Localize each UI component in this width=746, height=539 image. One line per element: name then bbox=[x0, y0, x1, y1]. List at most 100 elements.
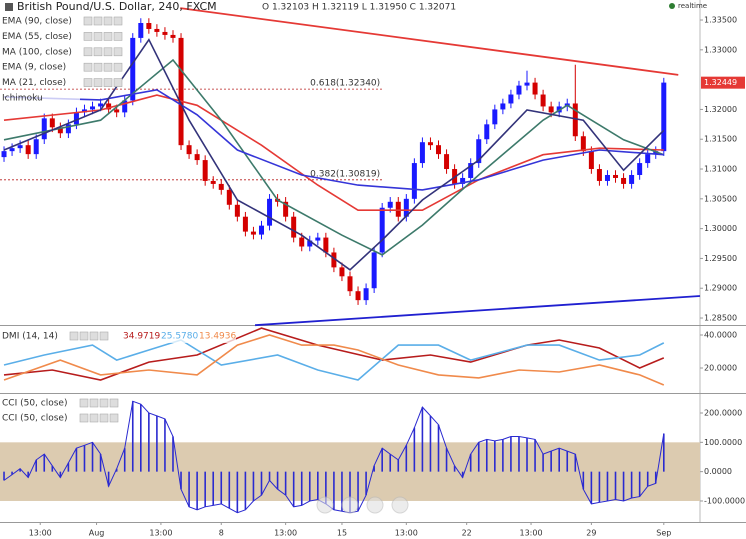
y-tick-label: 1.30500 bbox=[704, 194, 737, 203]
candle-body bbox=[540, 94, 546, 107]
panel bbox=[0, 18, 667, 305]
legend-icon[interactable] bbox=[79, 331, 89, 341]
legend-icon[interactable] bbox=[103, 16, 113, 26]
candle-body bbox=[218, 183, 224, 190]
candle-body bbox=[411, 163, 417, 199]
legend-bg bbox=[0, 30, 80, 43]
candle-body bbox=[460, 177, 466, 184]
status-text: realtime bbox=[678, 2, 707, 10]
candle-body bbox=[41, 118, 47, 140]
candle-body bbox=[154, 28, 160, 32]
legend-icon[interactable] bbox=[79, 398, 89, 408]
candle-body bbox=[331, 252, 337, 268]
y-tick-label: 1.29000 bbox=[704, 284, 737, 293]
legend-icon[interactable] bbox=[83, 47, 93, 57]
legend-icon[interactable] bbox=[93, 62, 103, 72]
candle-body bbox=[267, 198, 273, 226]
legend-icon[interactable] bbox=[113, 47, 123, 57]
legend-icon[interactable] bbox=[99, 398, 109, 408]
legend-icon[interactable] bbox=[83, 16, 93, 26]
candle-body bbox=[98, 103, 104, 107]
candle-body bbox=[613, 174, 619, 178]
legend-icon[interactable] bbox=[99, 331, 109, 341]
candle-body bbox=[637, 163, 643, 175]
candle-body bbox=[242, 216, 248, 232]
y-tick-label: 200.0000 bbox=[704, 409, 742, 418]
indicator-line bbox=[3, 94, 664, 211]
candle-body bbox=[588, 151, 594, 170]
x-tick-label: Sep bbox=[656, 529, 671, 538]
scroll-left-button[interactable] bbox=[341, 496, 359, 514]
legend-icon[interactable] bbox=[113, 16, 123, 26]
legend-icon[interactable] bbox=[93, 47, 103, 57]
candle-body bbox=[516, 85, 522, 95]
cci-line bbox=[3, 400, 665, 514]
legend-bg bbox=[0, 412, 78, 424]
legend-entry: DMI (14, 14) bbox=[2, 332, 58, 342]
zoom-controls bbox=[316, 496, 409, 514]
candle-body bbox=[629, 174, 635, 184]
candle-body bbox=[621, 177, 627, 184]
legend-icon[interactable] bbox=[103, 32, 113, 41]
indicator-line bbox=[3, 88, 664, 191]
candle-body bbox=[604, 174, 610, 181]
legend-icon[interactable] bbox=[83, 32, 93, 41]
candle-body bbox=[65, 124, 71, 134]
x-tick-label: Aug bbox=[89, 529, 105, 538]
fib-label: 0.618(1.32340) bbox=[310, 79, 380, 89]
legend-icon[interactable] bbox=[79, 413, 89, 423]
legend-icon[interactable] bbox=[93, 32, 103, 41]
candle-body bbox=[419, 142, 425, 164]
legend-icon[interactable] bbox=[103, 78, 113, 87]
candle-body bbox=[468, 163, 474, 178]
legend-entry: EMA (55, close) bbox=[2, 32, 72, 42]
candle-body bbox=[645, 154, 651, 164]
candle-body bbox=[57, 127, 63, 134]
legend-icon[interactable] bbox=[103, 62, 113, 72]
candle-body bbox=[114, 109, 120, 113]
zoom-out-button[interactable] bbox=[316, 496, 334, 514]
reset-button[interactable] bbox=[366, 496, 384, 514]
x-tick-label: 8 bbox=[219, 529, 224, 538]
trendline bbox=[180, 7, 679, 76]
candle-body bbox=[90, 106, 96, 110]
legend-icon[interactable] bbox=[89, 331, 99, 341]
legend-icon[interactable] bbox=[69, 331, 79, 341]
candle-body bbox=[250, 231, 256, 235]
legend-icon[interactable] bbox=[109, 413, 119, 423]
y-tick-label: 1.30000 bbox=[704, 224, 737, 233]
legend-entry: EMA (9, close) bbox=[2, 63, 66, 73]
candle-body bbox=[524, 82, 530, 86]
y-tick-label: 0.0000 bbox=[704, 467, 732, 476]
candle-body bbox=[17, 145, 23, 149]
legend-icon[interactable] bbox=[89, 398, 99, 408]
legend-bg bbox=[0, 61, 80, 74]
legend-icon[interactable] bbox=[83, 62, 93, 72]
legend-entry: CCI (50, close) bbox=[2, 399, 67, 409]
legend-icon[interactable] bbox=[103, 47, 113, 57]
candle-body bbox=[484, 124, 490, 140]
x-tick-label: 13:00 bbox=[274, 529, 297, 538]
legend-icon[interactable] bbox=[109, 398, 119, 408]
menu-icon[interactable] bbox=[5, 3, 13, 11]
legend-icon[interactable] bbox=[93, 78, 103, 87]
legend-icon[interactable] bbox=[113, 62, 123, 72]
candle-body bbox=[307, 240, 313, 247]
candle-body bbox=[355, 291, 361, 301]
x-tick-label: 15 bbox=[337, 529, 347, 538]
candle-body bbox=[323, 237, 329, 253]
legend-icon[interactable] bbox=[99, 413, 109, 423]
legend-icon[interactable] bbox=[89, 413, 99, 423]
y-tick-label: 100.0000 bbox=[704, 438, 742, 447]
legend-icon[interactable] bbox=[93, 16, 103, 26]
legend-icon[interactable] bbox=[83, 78, 93, 87]
x-tick-label: 29 bbox=[586, 529, 596, 538]
indicator-line bbox=[3, 339, 665, 381]
legend-icon[interactable] bbox=[113, 78, 123, 87]
candle-body bbox=[49, 118, 55, 128]
legend-readout: 25.5780 bbox=[161, 332, 198, 342]
zoom-in-button[interactable] bbox=[391, 496, 409, 514]
last-price-tag bbox=[701, 76, 745, 89]
legend-icon[interactable] bbox=[113, 32, 123, 41]
